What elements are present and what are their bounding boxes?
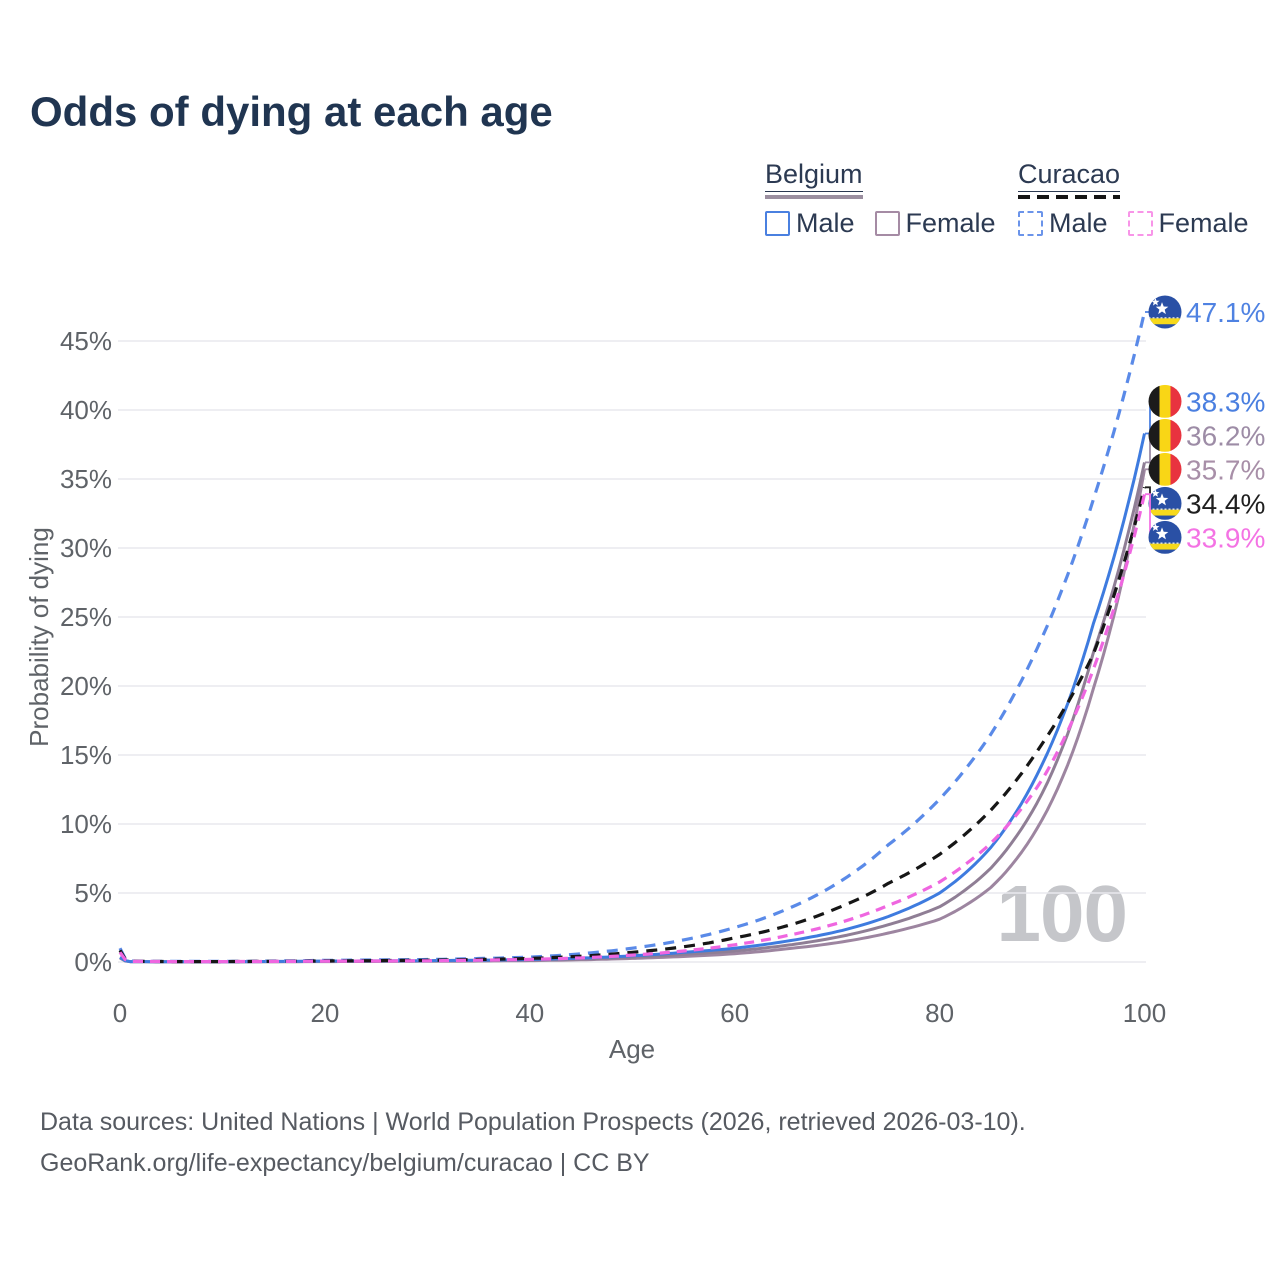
x-tick-label: 100 [1123,998,1166,1028]
y-tick-label: 35% [60,464,112,494]
x-tick-label: 40 [515,998,544,1028]
end-value-label-belgium-female: 35.7% [1186,454,1265,485]
y-tick-label: 5% [74,878,112,908]
x-tick-label: 60 [720,998,749,1028]
y-tick-label: 45% [60,326,112,356]
y-axis-title: Probability of dying [24,527,54,747]
flag-icon-belgium [1148,418,1182,452]
y-tick-label: 40% [60,395,112,425]
series-line-curacao-both[interactable] [118,486,1147,964]
legend-label-belgium-male[interactable]: Male [796,207,855,238]
x-axis-title: Age [609,1034,655,1064]
legend-checkbox-curacao-male[interactable] [1018,210,1043,236]
end-value-label-belgium-both: 36.2% [1186,420,1265,451]
legend-head-belgium: Belgium [765,159,863,199]
hover-age-watermark: 100 [997,869,1127,958]
series-line-belgium-female[interactable] [119,469,1146,964]
x-tick-label: 0 [113,998,127,1028]
end-value-label-curacao-male: 47.1% [1186,297,1265,328]
flag-icon-curacao [1148,520,1182,554]
y-tick-label: 30% [60,533,112,563]
y-tick-label: 20% [60,671,112,701]
y-tick-label: 0% [74,947,112,977]
end-value-label-curacao-both: 34.4% [1186,488,1265,519]
flag-icon-curacao [1148,486,1182,520]
legend-group-belgium: Belgium Male Female [765,159,1016,239]
series-line-curacao-female[interactable] [118,493,1147,964]
legend-head-curacao: Curacao [1018,159,1121,199]
y-tick-label: 10% [60,809,112,839]
legend-line-style-swatch-belgium [765,194,863,199]
flag-icon-curacao [1148,295,1182,329]
flag-icon-belgium [1148,452,1182,486]
legend-checkbox-belgium-male[interactable] [765,210,790,236]
y-tick-label: 25% [60,602,112,632]
attribution-text: GeoRank.org/life-expectancy/belgium/cura… [40,1149,650,1177]
x-tick-label: 80 [925,998,954,1028]
footer: Data sources: United Nations | World Pop… [40,1102,1026,1184]
legend-items-curacao: Male Female [1018,208,1269,239]
data-sources-text: Data sources: United Nations | World Pop… [40,1108,1026,1136]
legend-checkbox-curacao-female[interactable] [1127,210,1153,236]
page-title: Odds of dying at each age [30,88,553,135]
x-tick-label: 20 [310,998,339,1028]
legend-country-curacao[interactable]: Curacao [1018,159,1121,192]
legend-line-style-swatch-curacao [1018,194,1121,199]
end-value-label-belgium-male: 38.3% [1186,386,1265,417]
legend-label-curacao-male[interactable]: Male [1049,207,1108,238]
end-value-label-curacao-female: 33.9% [1186,522,1265,553]
y-tick-label: 15% [60,740,112,770]
legend-label-curacao-female[interactable]: Female [1158,207,1249,238]
legend-group-curacao: Curacao Male Female [1018,159,1269,239]
legend-country-belgium[interactable]: Belgium [765,159,863,192]
legend-checkbox-belgium-female[interactable] [874,210,900,236]
legend-label-belgium-female[interactable]: Female [905,207,996,238]
chart-legend: Belgium Male Female Curacao Male Female [0,159,1280,250]
series-line-belgium-male[interactable] [119,433,1146,964]
flag-icon-belgium [1148,384,1182,418]
legend-items-belgium: Male Female [765,208,1016,239]
